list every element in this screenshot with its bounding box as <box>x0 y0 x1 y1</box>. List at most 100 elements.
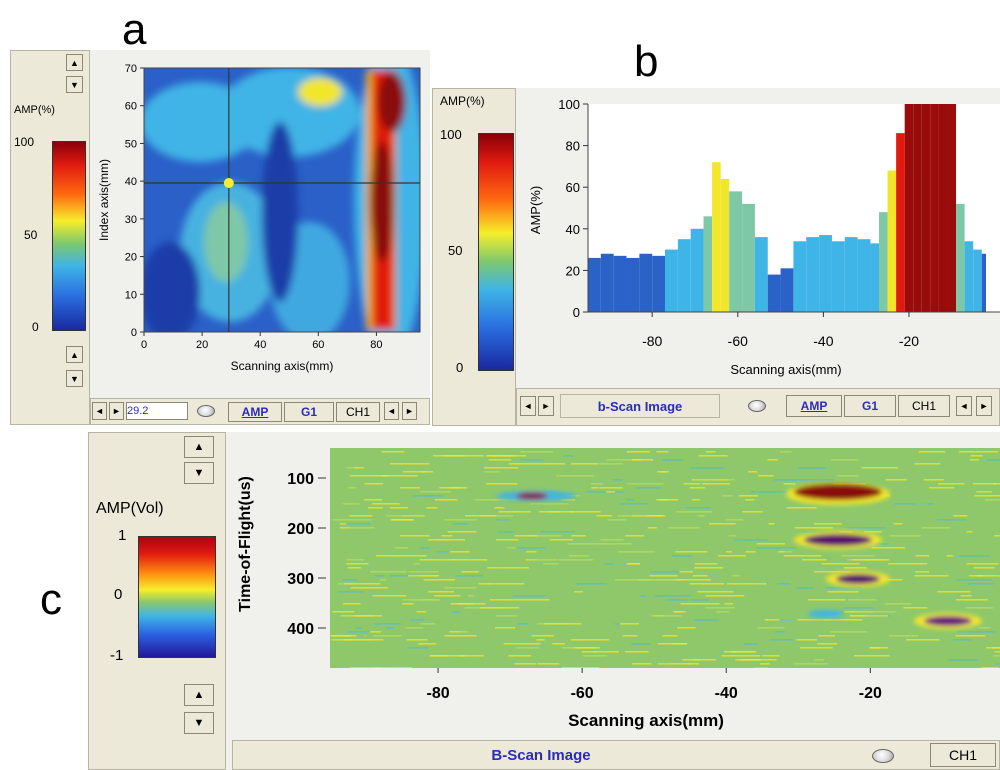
panel-a-scroll-up-button[interactable]: ▲ <box>66 54 83 71</box>
panel-b-chart: -80 -60 -40 -20 0 20 40 60 80 100 Scanning axis(m… <box>528 97 1000 377</box>
panel-c-noise-stripe <box>536 639 545 641</box>
panel-c-noise-stripe <box>734 539 769 541</box>
panel-c-tab-ch1[interactable]: CH1 <box>930 743 996 767</box>
panel-a-scroll-down-button-2[interactable]: ▼ <box>66 370 83 387</box>
panel-b-tab-g1[interactable]: G1 <box>844 395 896 417</box>
panel-a-tab-right-button[interactable]: ► <box>402 402 417 420</box>
panel-b-profile-bar <box>613 255 627 312</box>
panel-c-noise-stripe <box>349 515 373 517</box>
panel-c-scroll-up-button-2[interactable]: ▲ <box>184 684 214 706</box>
panel-b-profile-bar <box>870 243 880 312</box>
panel-c-noise-stripe <box>430 655 448 657</box>
panel-c-noise-stripe <box>777 583 791 585</box>
panel-c-noise-stripe <box>783 555 822 557</box>
panel-c-noise-stripe <box>618 551 655 553</box>
panel-c-noise-stripe <box>801 531 827 533</box>
panel-c-noise-stripe <box>658 643 687 645</box>
panel-a-tab-ch1[interactable]: CH1 <box>336 402 380 422</box>
panel-a-heatmap <box>144 68 420 332</box>
panel-c-scroll-up-button[interactable]: ▲ <box>184 436 214 458</box>
panel-c-noise-stripe <box>591 487 599 489</box>
panel-c-noise-stripe <box>402 599 436 601</box>
panel-c-noise-stripe <box>375 575 385 577</box>
panel-c-noise-stripe <box>619 503 649 505</box>
panel-c-noise-stripe <box>612 479 623 481</box>
panel-c-noise-stripe <box>514 535 538 537</box>
panel-c-legend-tick-mid: 0 <box>114 586 123 603</box>
panel-a-knob-icon[interactable] <box>197 405 215 417</box>
panel-c-noise-stripe <box>993 655 1000 657</box>
panel-c-noise-stripe <box>821 563 860 565</box>
panel-c-scroll-down-button-2[interactable]: ▼ <box>184 712 214 734</box>
panel-b-knob-icon[interactable] <box>748 400 766 412</box>
panel-c-noise-stripe <box>745 499 755 501</box>
panel-c-noise-stripe <box>562 647 574 649</box>
panel-a-x-tick-label: 60 <box>312 339 324 351</box>
panel-b-profile-bar <box>904 104 914 312</box>
panel-a-tab-amp[interactable]: AMP <box>228 402 282 422</box>
panel-b-tab-ch1[interactable]: CH1 <box>898 395 950 417</box>
panel-c-noise-stripe <box>450 551 470 553</box>
panel-c-noise-stripe <box>370 571 407 573</box>
panel-b-tab-right-button[interactable]: ► <box>976 396 992 416</box>
panel-b-y-tick-label: 40 <box>566 222 580 237</box>
panel-c-noise-stripe <box>420 623 436 625</box>
panel-c-noise-stripe <box>421 599 441 601</box>
panel-c-scroll-down-button[interactable]: ▼ <box>184 462 214 484</box>
panel-c-noise-stripe <box>728 535 737 537</box>
panel-b-scroll-left-button[interactable]: ◄ <box>520 396 536 416</box>
panel-c-noise-stripe <box>923 479 944 481</box>
panel-c-noise-stripe <box>487 567 502 569</box>
panel-a-scroll-up-button-2[interactable]: ▲ <box>66 346 83 363</box>
panel-c-noise-stripe <box>861 467 898 469</box>
panel-c-noise-stripe <box>394 547 408 549</box>
panel-b-y-tick-label: 100 <box>558 97 580 112</box>
panel-c-noise-stripe <box>631 643 651 645</box>
panel-c-noise-stripe <box>775 631 785 633</box>
panel-c-noise-stripe <box>657 663 691 665</box>
panel-a-index-field[interactable]: 29.2 <box>126 402 188 420</box>
panel-c-noise-stripe <box>948 659 979 661</box>
panel-a-tab-left-button[interactable]: ◄ <box>384 402 399 420</box>
panel-a-scroll-down-button[interactable]: ▼ <box>66 76 83 93</box>
panel-c-noise-stripe <box>407 647 429 649</box>
panel-b-profile-bar <box>973 249 982 312</box>
panel-c-noise-stripe <box>807 599 836 601</box>
panel-c-noise-stripe <box>459 655 484 657</box>
panel-letter-b: b <box>634 37 659 86</box>
panel-b-amplitude-profile <box>588 104 986 312</box>
panel-c-noise-stripe <box>764 619 780 621</box>
panel-c-x-tick-label: -40 <box>715 685 738 702</box>
panel-c-noise-stripe <box>981 555 991 557</box>
panel-b-x-tick-label: -60 <box>728 333 748 349</box>
panel-c-noise-stripe <box>952 639 972 641</box>
panel-c-noise-stripe <box>429 655 466 657</box>
panel-c-noise-stripe <box>783 551 793 553</box>
panel-c-noise-stripe <box>761 655 780 657</box>
panel-c-noise-stripe <box>561 667 600 668</box>
panel-c-noise-stripe <box>843 607 874 609</box>
panel-c-noise-stripe <box>567 543 597 545</box>
panel-c-noise-stripe <box>993 483 1000 485</box>
panel-a-scroll-right-button[interactable]: ► <box>109 402 124 420</box>
panel-c-noise-stripe <box>969 459 988 461</box>
panel-c-noise-stripe <box>528 559 557 561</box>
panel-c-noise-stripe <box>413 563 420 565</box>
panel-c-noise-stripe <box>970 455 983 457</box>
panel-c-noise-stripe <box>929 487 955 489</box>
panel-b-scroll-right-button[interactable]: ► <box>538 396 554 416</box>
panel-c-noise-stripe <box>483 467 519 469</box>
panel-c-noise-stripe <box>355 627 363 629</box>
panel-c-noise-stripe <box>556 475 594 477</box>
panel-c-noise-stripe <box>978 607 994 609</box>
panel-c-noise-stripe <box>778 551 785 553</box>
panel-c-noise-stripe <box>965 607 983 609</box>
panel-b-tab-left-button[interactable]: ◄ <box>956 396 972 416</box>
panel-c-knob-icon[interactable] <box>872 749 894 763</box>
panel-a-tab-g1[interactable]: G1 <box>284 402 334 422</box>
panel-b-profile-bar <box>754 237 768 312</box>
panel-c-noise-stripe <box>631 515 663 517</box>
panel-a-scroll-left-button[interactable]: ◄ <box>92 402 107 420</box>
panel-b-tab-amp[interactable]: AMP <box>786 395 842 417</box>
panel-c-chart: -80 -60 -40 -20 100 200 300 400 Scanning axis(m… <box>237 448 1000 730</box>
